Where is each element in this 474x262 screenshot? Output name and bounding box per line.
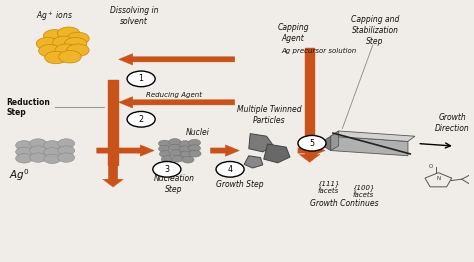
Circle shape <box>169 144 181 151</box>
Polygon shape <box>331 136 408 156</box>
Text: Nuclei: Nuclei <box>185 128 209 137</box>
Polygon shape <box>249 134 273 152</box>
Polygon shape <box>244 156 263 168</box>
Circle shape <box>30 139 46 148</box>
Polygon shape <box>210 145 239 156</box>
Circle shape <box>58 139 74 148</box>
Text: 4: 4 <box>228 165 233 174</box>
Circle shape <box>161 156 173 162</box>
Circle shape <box>67 32 89 45</box>
Circle shape <box>64 37 87 50</box>
Circle shape <box>153 161 181 177</box>
Circle shape <box>169 139 181 145</box>
Circle shape <box>30 153 46 162</box>
Text: O: O <box>428 164 433 169</box>
Text: {100}
facets: {100} facets <box>352 184 375 198</box>
Circle shape <box>43 30 66 42</box>
Text: 2: 2 <box>138 115 144 124</box>
Text: {111}
facets: {111} facets <box>317 180 339 194</box>
Circle shape <box>53 36 75 49</box>
Circle shape <box>170 150 182 156</box>
Circle shape <box>182 156 194 163</box>
Polygon shape <box>310 145 325 156</box>
Circle shape <box>36 37 59 50</box>
Text: Dissolving in
solvent: Dissolving in solvent <box>110 6 158 26</box>
Circle shape <box>55 44 77 57</box>
Circle shape <box>127 71 155 87</box>
Polygon shape <box>331 131 415 141</box>
Text: Capping and
Stabilization
Step: Capping and Stabilization Step <box>351 15 400 46</box>
Circle shape <box>38 45 61 57</box>
Circle shape <box>59 51 81 63</box>
Polygon shape <box>118 54 235 65</box>
Text: Multiple Twinned
Particles: Multiple Twinned Particles <box>237 105 301 125</box>
Text: Ag$^+$ ions: Ag$^+$ ions <box>36 9 73 23</box>
Circle shape <box>16 154 33 163</box>
Circle shape <box>188 139 201 146</box>
Text: Growth
Direction: Growth Direction <box>435 113 470 133</box>
Circle shape <box>16 147 33 156</box>
Polygon shape <box>298 145 324 156</box>
Polygon shape <box>300 143 320 162</box>
Text: Growth Continues: Growth Continues <box>310 199 379 209</box>
Circle shape <box>44 141 61 150</box>
Polygon shape <box>264 144 290 163</box>
Circle shape <box>179 146 191 153</box>
Circle shape <box>159 151 172 157</box>
Polygon shape <box>319 136 331 151</box>
Circle shape <box>180 151 192 158</box>
Circle shape <box>298 135 326 151</box>
Circle shape <box>216 161 244 177</box>
Text: Nucleation
Step: Nucleation Step <box>154 174 194 194</box>
Circle shape <box>188 145 201 152</box>
Text: Reduction
Step: Reduction Step <box>6 98 50 117</box>
Text: 5: 5 <box>310 139 315 148</box>
Text: N: N <box>437 176 441 181</box>
Circle shape <box>67 44 89 57</box>
Circle shape <box>45 51 67 64</box>
Circle shape <box>58 153 74 162</box>
Bar <box>305 48 314 143</box>
Circle shape <box>179 141 191 148</box>
Circle shape <box>16 141 33 150</box>
Text: 1: 1 <box>138 74 144 83</box>
Circle shape <box>44 148 61 157</box>
Circle shape <box>57 27 80 40</box>
Polygon shape <box>103 165 123 187</box>
Polygon shape <box>331 131 338 151</box>
Text: 3: 3 <box>164 165 169 174</box>
Text: Ag$^0$: Ag$^0$ <box>9 167 30 183</box>
Polygon shape <box>118 97 235 108</box>
Circle shape <box>127 111 155 127</box>
Text: Reducing Agent: Reducing Agent <box>146 91 202 97</box>
Circle shape <box>58 146 74 155</box>
Circle shape <box>30 146 46 155</box>
Text: Growth Step: Growth Step <box>216 180 263 189</box>
Bar <box>109 80 118 165</box>
Text: Capping
Agent: Capping Agent <box>277 23 309 43</box>
Circle shape <box>158 140 171 147</box>
Text: Ag precursor solution: Ag precursor solution <box>282 48 357 54</box>
Polygon shape <box>97 145 154 156</box>
Circle shape <box>44 154 61 163</box>
Circle shape <box>158 145 171 152</box>
Circle shape <box>172 155 184 162</box>
Circle shape <box>189 150 201 157</box>
